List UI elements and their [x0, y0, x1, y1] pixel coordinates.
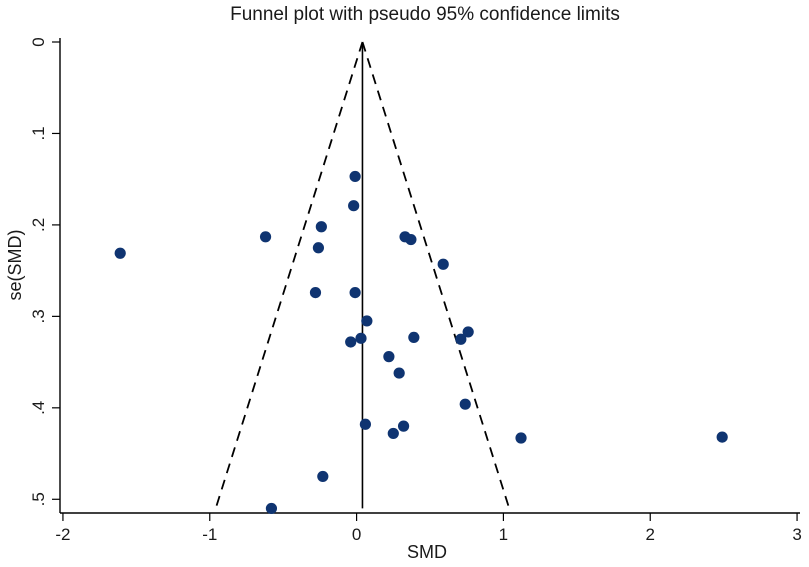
- study-point: [393, 367, 405, 379]
- x-axis-ticks: -2 -1 0 1 2 3: [55, 513, 802, 544]
- study-point: [361, 315, 373, 327]
- study-point: [114, 247, 126, 259]
- x-axis-title: SMD: [407, 542, 447, 562]
- y-tick-label: 0: [29, 37, 48, 46]
- study-point: [408, 331, 420, 344]
- x-tick-label: 3: [792, 525, 801, 544]
- y-tick-label: .3: [29, 309, 48, 323]
- y-tick-label: .4: [29, 401, 48, 415]
- x-tick-label: -1: [202, 525, 217, 544]
- study-point: [355, 332, 367, 344]
- study-point: [312, 242, 325, 254]
- plot-area: 0 .1 .2 .3 .4 .5 -2 -1 0 1 2 3: [29, 37, 802, 544]
- study-point: [317, 470, 329, 483]
- study-point: [383, 351, 395, 363]
- study-point: [259, 231, 272, 243]
- study-point: [359, 418, 371, 430]
- y-tick-label: .2: [29, 218, 48, 232]
- study-point: [455, 333, 467, 345]
- x-tick-label: 2: [646, 525, 655, 544]
- study-point: [515, 432, 527, 444]
- study-point: [348, 200, 360, 212]
- x-tick-label: -2: [55, 525, 70, 544]
- x-tick-label: 0: [352, 525, 361, 544]
- study-points: [114, 170, 728, 515]
- study-point: [349, 286, 361, 299]
- y-axis-title: se(SMD): [5, 230, 25, 301]
- x-tick-label: 1: [499, 525, 508, 544]
- study-point: [437, 258, 449, 270]
- study-point: [345, 336, 357, 348]
- chart-title: Funnel plot with pseudo 95% confidence l…: [230, 4, 620, 25]
- y-tick-label: .1: [29, 126, 48, 140]
- y-tick-label: .5: [29, 492, 48, 506]
- ci-lower-limit-line: [214, 41, 364, 509]
- study-point: [405, 233, 417, 246]
- study-point: [459, 398, 471, 410]
- study-point: [387, 427, 399, 440]
- study-point: [716, 431, 728, 443]
- ci-upper-limit-line: [361, 41, 511, 509]
- y-axis-ticks: 0 .1 .2 .3 .4 .5: [29, 37, 60, 506]
- study-point: [462, 326, 474, 338]
- study-point: [315, 221, 327, 233]
- study-point: [265, 502, 278, 515]
- study-point: [397, 420, 410, 432]
- study-point: [349, 170, 361, 183]
- study-point: [309, 286, 322, 299]
